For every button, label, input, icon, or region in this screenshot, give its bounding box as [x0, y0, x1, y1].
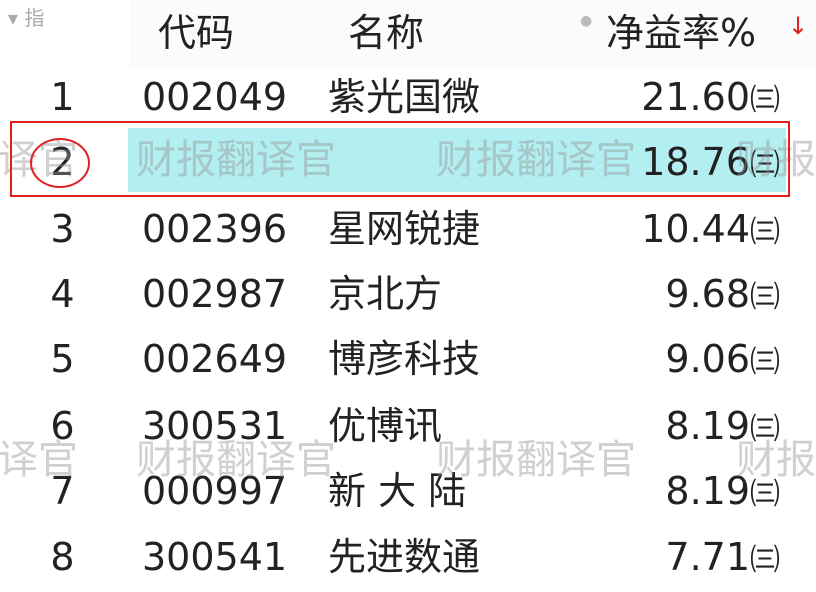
stock-name: 京北方: [328, 272, 443, 316]
table-header: [130, 0, 816, 68]
sort-down-arrow-icon[interactable]: ↓: [788, 12, 809, 40]
stock-name: 紫光国微: [328, 75, 481, 119]
row-highlight: [128, 128, 786, 192]
stock-code: 002396: [142, 207, 288, 251]
watermark: 财报翻译官: [436, 437, 636, 483]
table-row[interactable]: 1 002049 紫光国微 21.60㈢: [0, 66, 816, 132]
tag-icon: ㈢: [750, 543, 780, 578]
filter-dropdown[interactable]: ▾ 指: [8, 6, 45, 30]
watermark: 财报翻译官: [136, 137, 336, 183]
tag-icon: ㈢: [750, 412, 780, 447]
stock-code: 002049: [142, 75, 288, 119]
table-row[interactable]: 8 300541 先进数通 7.71㈢: [0, 526, 816, 592]
tag-icon: ㈢: [750, 345, 780, 380]
column-header-name[interactable]: 名称: [348, 11, 425, 55]
row-index: 1: [50, 75, 75, 119]
net-margin-value: 10.44㈢: [641, 207, 780, 251]
row-index: 7: [50, 469, 75, 513]
annotation-circle: [30, 138, 90, 188]
net-margin-value: 9.68㈢: [665, 272, 780, 316]
dot-icon: ●: [580, 13, 593, 29]
table-row[interactable]: 6 300531 优博讯 8.19㈢: [0, 395, 816, 461]
net-margin-value: 8.19㈢: [665, 404, 780, 448]
table-row[interactable]: 5 002649 博彦科技 9.06㈢: [0, 328, 816, 394]
table-row[interactable]: 3 002396 星网锐捷 10.44㈢: [0, 198, 816, 264]
net-margin-value: 7.71㈢: [665, 535, 780, 579]
stock-code: 300531: [142, 404, 288, 448]
stock-name: 优博讯: [328, 404, 443, 448]
tag-icon: ㈢: [750, 215, 780, 250]
stock-code: 300541: [142, 535, 288, 579]
stock-name: 新 大 陆: [328, 469, 467, 513]
net-margin-value: 8.19㈢: [665, 469, 780, 513]
column-header-code[interactable]: 代码: [158, 11, 235, 55]
column-header-net-margin[interactable]: 净益率%: [606, 11, 757, 55]
net-margin-value: 18.76㈢: [641, 140, 780, 184]
stock-name: 博彦科技: [328, 337, 481, 381]
stock-code: 000997: [142, 469, 288, 513]
tag-icon: ㈢: [750, 148, 780, 183]
annotation-box: [10, 121, 790, 197]
row-index: 5: [50, 337, 75, 381]
tag-icon: ㈢: [750, 83, 780, 118]
stock-name: 先进数通: [328, 535, 481, 579]
watermark: 译官: [0, 437, 78, 483]
row-index: 6: [50, 404, 75, 448]
stock-code: 002649: [142, 337, 288, 381]
net-margin-value: 9.06㈢: [665, 337, 780, 381]
table-row[interactable]: 4 002987 京北方 9.68㈢: [0, 263, 816, 329]
caret-down-icon: ▾: [8, 6, 19, 30]
row-index: 8: [50, 535, 75, 579]
row-index: 3: [50, 207, 75, 251]
watermark: 财报: [736, 437, 816, 483]
tag-icon: ㈢: [750, 477, 780, 512]
tag-icon: ㈢: [750, 280, 780, 315]
watermark: 财报翻译官: [136, 437, 336, 483]
row-index: 4: [50, 272, 75, 316]
watermark: 财报: [736, 137, 816, 183]
table-row[interactable]: 7 000997 新 大 陆 8.19㈢: [0, 460, 816, 526]
stock-code: 002987: [142, 272, 288, 316]
net-margin-value: 21.60㈢: [641, 75, 780, 119]
watermark: 财报翻译官: [436, 137, 636, 183]
stock-name: 星网锐捷: [328, 207, 481, 251]
